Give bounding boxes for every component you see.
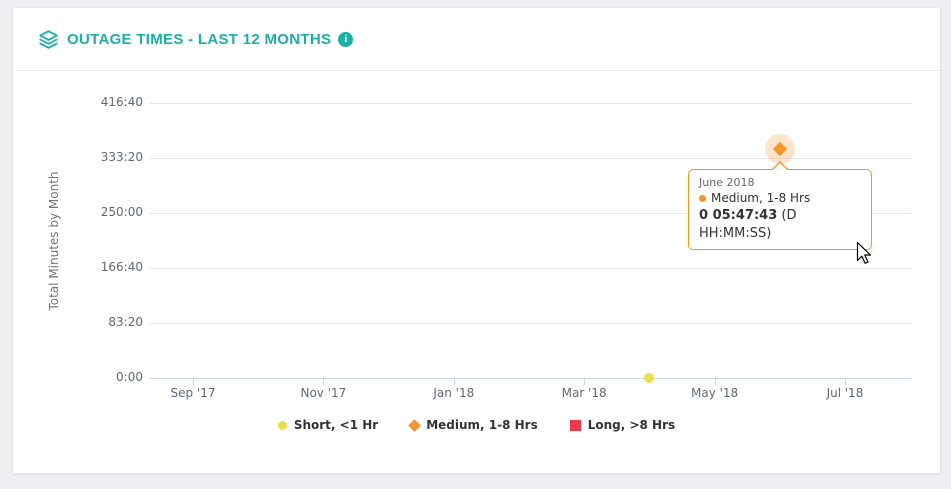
diamond-marker-icon <box>408 418 422 432</box>
gridline <box>150 213 911 214</box>
legend-label: Medium, 1-8 Hrs <box>426 418 538 432</box>
x-tick-mark <box>453 379 455 385</box>
gridline <box>150 103 911 104</box>
x-tick-mark <box>584 379 586 385</box>
x-tick-label: Jan '18 <box>433 386 475 400</box>
tooltip-format-hint: (D HH:MM:SS) <box>699 208 797 241</box>
outage-chart: Total Minutes by Month June 2018 Medium,… <box>13 71 940 473</box>
series-bullet-icon <box>699 195 706 202</box>
outage-times-card: OUTAGE TIMES - LAST 12 MONTHS i Total Mi… <box>13 8 940 473</box>
legend-item[interactable]: Medium, 1-8 Hrs <box>408 418 538 432</box>
x-tick-mark <box>323 379 325 385</box>
x-tick-label: May '18 <box>690 386 739 400</box>
mouse-cursor <box>856 241 872 264</box>
x-tick-label: Mar '18 <box>561 386 607 400</box>
circle-marker-icon <box>277 420 287 430</box>
panel-title: OUTAGE TIMES - LAST 12 MONTHS <box>67 30 332 48</box>
x-tick-label: Sep '17 <box>170 386 216 400</box>
y-tick-label: 416:40 <box>100 95 143 109</box>
tooltip-series-label: Medium, 1-8 Hrs <box>711 191 811 205</box>
data-point-circle[interactable] <box>644 373 655 383</box>
legend-item[interactable]: Long, >8 Hrs <box>569 418 676 432</box>
chart-tooltip: June 2018 Medium, 1-8 Hrs 0 05:47:43 (D … <box>688 161 872 250</box>
x-tick-mark <box>845 379 846 385</box>
y-tick-label: 333:20 <box>100 150 143 164</box>
legend-label: Long, >8 Hrs <box>587 418 676 432</box>
info-icon[interactable]: i <box>338 31 354 47</box>
y-tick-label: 0:00 <box>116 370 143 384</box>
y-axis-title: Total Minutes by Month <box>47 171 61 311</box>
x-tick-mark <box>193 379 194 385</box>
x-tick-label: Jul '18 <box>826 386 864 400</box>
tooltip-series: Medium, 1-8 Hrs <box>699 190 861 207</box>
x-tick-mark <box>714 379 716 385</box>
legend-item[interactable]: Short, <1 Hr <box>277 418 379 432</box>
x-axis-line <box>150 378 911 379</box>
layers-icon <box>39 29 58 49</box>
legend-label: Short, <1 Hr <box>293 418 379 432</box>
x-tick-label: Nov '17 <box>300 386 347 400</box>
y-tick-label: 250:00 <box>100 205 143 219</box>
gridline <box>150 268 911 269</box>
tooltip-duration: 0 05:47:43 <box>699 208 778 223</box>
tooltip-value: 0 05:47:43 (D HH:MM:SS) <box>699 207 861 243</box>
y-tick-label: 166:40 <box>100 260 143 274</box>
card-header: OUTAGE TIMES - LAST 12 MONTHS i <box>13 8 940 71</box>
tooltip-month: June 2018 <box>699 176 755 189</box>
gridline <box>150 158 911 159</box>
square-marker-icon <box>569 419 581 431</box>
y-tick-label: 83:20 <box>108 315 143 329</box>
gridline <box>150 323 911 324</box>
chart-legend: Short, <1 Hr Medium, 1-8 Hrs Long, >8 Hrs <box>13 418 940 432</box>
